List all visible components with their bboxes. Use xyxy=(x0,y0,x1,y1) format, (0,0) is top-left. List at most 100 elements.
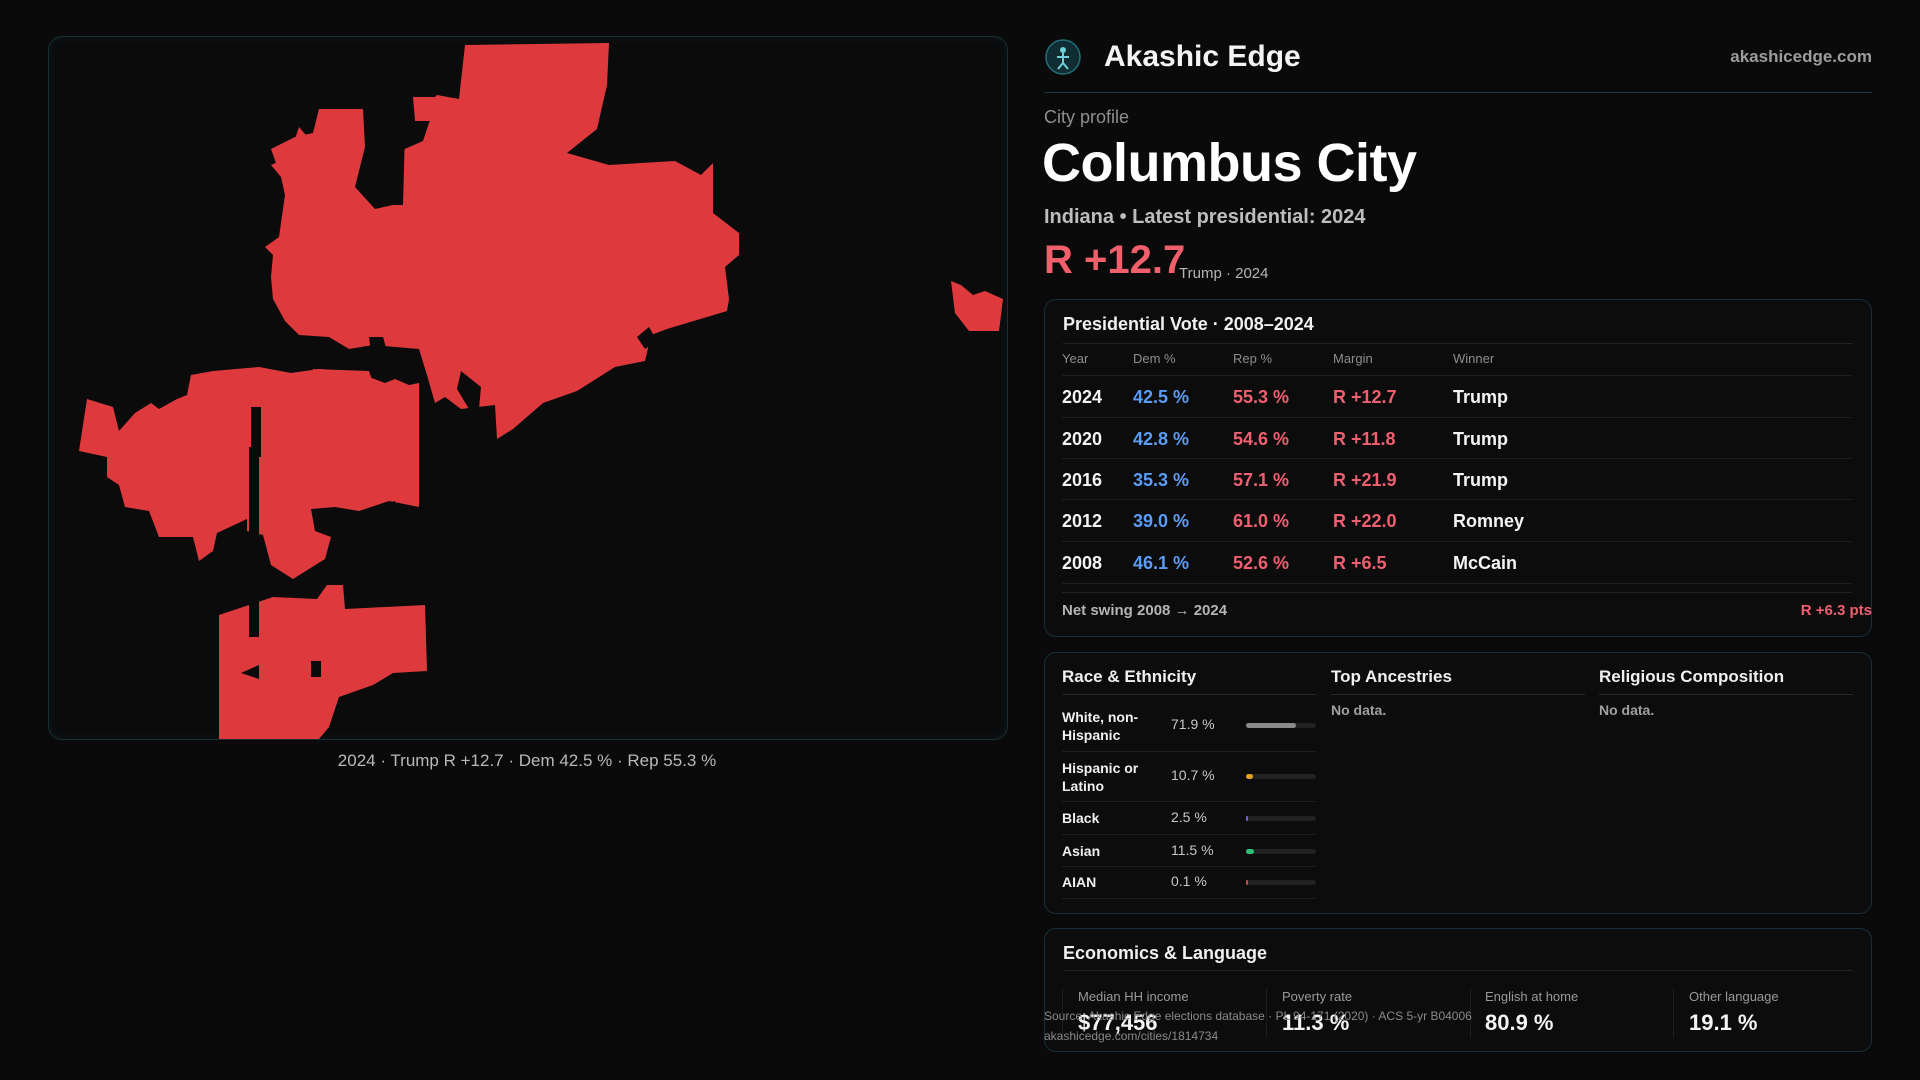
stat-label: Other language xyxy=(1689,989,1779,1004)
compass-figure-icon[interactable] xyxy=(1044,38,1082,76)
ancestries-empty-text: No data. xyxy=(1331,702,1387,718)
stat-value: 80.9 % xyxy=(1485,1010,1554,1035)
presidential-vote-card: Presidential Vote · 2008–2024 xyxy=(1044,299,1872,637)
row-year: 2024 xyxy=(1062,387,1103,407)
col-rep: Rep % xyxy=(1233,351,1273,366)
stat-value: $77,456 xyxy=(1078,1010,1158,1035)
list-item: AIAN 0.1 % xyxy=(1062,868,1316,899)
divider xyxy=(1266,988,1267,1038)
brand-url-link[interactable]: akashicedge.com xyxy=(1730,47,1872,66)
row-rep: 55.3 % xyxy=(1233,387,1290,407)
divider xyxy=(1062,592,1852,593)
row-dem: 39.0 % xyxy=(1133,511,1190,531)
top-ancestries-title: Top Ancestries xyxy=(1331,667,1452,686)
page-title: Columbus City xyxy=(1042,133,1417,193)
stat-value: 11.3 % xyxy=(1282,1010,1350,1035)
row-dem: 42.8 % xyxy=(1133,429,1190,449)
race-bar-track xyxy=(1246,880,1316,885)
col-winner: Winner xyxy=(1453,351,1495,366)
religious-composition-title: Religious Composition xyxy=(1599,667,1785,686)
table-row: 2024 42.5 % 55.3 % R +12.7 Trump xyxy=(1062,375,1852,417)
race-pct: 10.7 % xyxy=(1171,767,1215,783)
demographics-card xyxy=(1044,652,1872,914)
race-ethnicity-title: Race & Ethnicity xyxy=(1062,667,1197,686)
source-note: Source: Akashic Edge elections database … xyxy=(1044,1006,1472,1046)
table-row: 2016 35.3 % 57.1 % R +21.9 Trump xyxy=(1062,458,1852,500)
race-label: AIAN xyxy=(1062,874,1097,890)
race-bar-fill xyxy=(1246,723,1296,728)
row-dem: 42.5 % xyxy=(1133,387,1190,407)
race-label: Asian xyxy=(1062,843,1101,859)
row-year: 2008 xyxy=(1062,553,1103,573)
row-year: 2016 xyxy=(1062,470,1103,490)
race-bar-track xyxy=(1246,774,1316,779)
row-winner: Trump xyxy=(1453,429,1509,449)
brand-name[interactable]: Akashic Edge xyxy=(1104,40,1301,73)
table-row: 2008 46.1 % 52.6 % R +6.5 McCain xyxy=(1062,541,1852,584)
stat-label: Median HH income xyxy=(1078,989,1189,1004)
economics-card-title: Economics & Language xyxy=(1063,943,1268,963)
divider xyxy=(1062,988,1063,1038)
race-pct: 11.5 % xyxy=(1171,842,1214,858)
stat-value: 19.1 % xyxy=(1689,1010,1758,1035)
net-swing-value: R +6.3 pts xyxy=(1800,602,1872,619)
table-row: 2012 39.0 % 61.0 % R +22.0 Romney xyxy=(1062,499,1852,541)
row-rep: 52.6 % xyxy=(1233,553,1290,573)
row-margin: R +22.0 xyxy=(1333,511,1397,531)
profile-kicker: City profile xyxy=(1044,107,1130,127)
row-winner: Romney xyxy=(1453,511,1525,531)
row-dem: 35.3 % xyxy=(1133,470,1190,490)
row-winner: Trump xyxy=(1453,387,1509,407)
row-dem: 46.1 % xyxy=(1133,553,1190,573)
race-bar-track xyxy=(1246,723,1316,728)
list-item: White, non-Hispanic 71.9 % xyxy=(1062,704,1316,752)
race-bar-track xyxy=(1246,816,1316,821)
row-year: 2012 xyxy=(1062,511,1103,531)
city-permalink[interactable]: akashicedge.com/cities/1814734 xyxy=(1044,1029,1219,1043)
row-winner: Trump xyxy=(1453,470,1509,490)
list-item: Asian 11.5 % xyxy=(1062,836,1316,867)
race-bar-fill xyxy=(1246,849,1254,854)
race-bar-fill xyxy=(1246,880,1248,885)
race-label: White, non-Hispanic xyxy=(1062,709,1139,743)
economics-card: Economics & Language xyxy=(1044,928,1872,1052)
divider xyxy=(1331,694,1585,695)
table-row: 2020 42.8 % 54.6 % R +11.8 Trump xyxy=(1062,417,1852,459)
race-label: Black xyxy=(1062,810,1100,826)
religion-empty-text: No data. xyxy=(1599,702,1655,718)
source-text: Source: Akashic Edge elections database … xyxy=(1044,1009,1472,1023)
race-bar-track xyxy=(1246,849,1316,854)
row-rep: 61.0 % xyxy=(1233,511,1290,531)
divider xyxy=(1673,988,1674,1038)
row-winner: McCain xyxy=(1453,553,1518,573)
row-margin: R +21.9 xyxy=(1333,470,1397,490)
divider xyxy=(1063,970,1853,971)
stat-label: Poverty rate xyxy=(1282,989,1353,1004)
divider xyxy=(1470,988,1471,1038)
race-label: Hispanic or Latino xyxy=(1062,760,1139,794)
map-caption: 2024 · Trump R +12.7 · Dem 42.5 % · Rep … xyxy=(337,751,717,770)
race-bar-fill xyxy=(1246,816,1248,821)
col-margin: Margin xyxy=(1333,351,1373,366)
headline-margin: R +12.7 xyxy=(1044,238,1186,282)
vote-card-title: Presidential Vote · 2008–2024 xyxy=(1063,314,1314,334)
city-boundary-map[interactable] xyxy=(48,36,1008,740)
stat-label: English at home xyxy=(1485,989,1579,1004)
brand-header: Akashic Edge akashicedge.com xyxy=(1044,36,1872,93)
row-margin: R +11.8 xyxy=(1333,429,1396,449)
race-pct: 71.9 % xyxy=(1171,716,1215,732)
race-pct: 2.5 % xyxy=(1171,809,1207,825)
col-year: Year xyxy=(1062,351,1089,366)
row-margin: R +6.5 xyxy=(1333,553,1387,573)
headline-winner-note: Trump · 2024 xyxy=(1179,265,1269,282)
row-margin: R +12.7 xyxy=(1333,387,1397,407)
race-bar-fill xyxy=(1246,774,1253,779)
col-dem: Dem % xyxy=(1133,351,1176,366)
net-swing-label: Net swing 2008 → 2024 xyxy=(1062,602,1228,619)
list-item: Black 2.5 % xyxy=(1062,803,1316,835)
divider xyxy=(1062,694,1316,695)
divider xyxy=(1599,694,1853,695)
row-rep: 54.6 % xyxy=(1233,429,1290,449)
state-and-election-subtitle: Indiana • Latest presidential: 2024 xyxy=(1044,206,1366,228)
list-item: Hispanic or Latino 10.7 % xyxy=(1062,753,1316,802)
